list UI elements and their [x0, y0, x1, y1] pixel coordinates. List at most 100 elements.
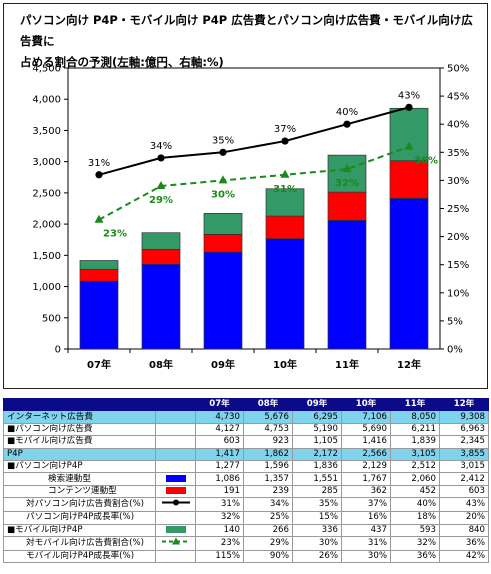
table-row: 検索連動型 1,086 1,357 1,551 1,767 2,060 2,412: [3, 472, 489, 486]
row-label: ■モバイル向けP4P: [3, 523, 156, 537]
y-left-tick-label: 4,500: [32, 64, 61, 75]
row-label: 対パソコン向け広告費割合(%): [3, 497, 156, 513]
cell-value: 6,295: [292, 410, 342, 424]
year-header: 12年: [439, 397, 489, 412]
series-marker: [218, 175, 228, 184]
cell-value: 31%: [195, 497, 244, 513]
cell-value: 9,308: [439, 410, 489, 424]
table-header-row: 07年 08年 09年 10年 11年 12年: [3, 397, 489, 412]
y-left-tick-label: 1,000: [32, 282, 61, 293]
y-right-tick-label: 25%: [447, 204, 469, 215]
series-line: [98, 106, 410, 176]
cell-value: 1,416: [341, 435, 391, 449]
data-label: 43%: [398, 90, 420, 101]
cell-value: 7,106: [341, 410, 391, 424]
series-marker: [94, 214, 104, 223]
cell-value: 266: [243, 523, 293, 537]
table-row: モバイル向けP4P成長率(%) 115% 90% 26% 30% 36% 42%: [3, 549, 489, 564]
cell-value: 1,357: [243, 472, 293, 486]
plot-area: [67, 67, 441, 350]
cell-value: 140: [195, 523, 244, 537]
series-marker: [95, 171, 103, 179]
table-body: 07年 08年 09年 10年 11年 12年 インターネット広告費 4,730 5,676 6,…: [3, 397, 489, 564]
row-legend: [155, 523, 196, 537]
bar-segment: [141, 232, 181, 250]
row-legend: [155, 497, 196, 513]
data-table: 07年 08年 09年 10年 11年 12年 インターネット広告費 4,730 5,676 6,…: [3, 397, 489, 564]
data-label: 23%: [103, 229, 127, 240]
row-label: モバイル向けP4P成長率(%): [3, 549, 156, 564]
cell-value: 1,417: [195, 447, 244, 461]
cell-value: 36%: [390, 549, 440, 564]
series-line: [98, 145, 410, 221]
cell-value: 1,836: [292, 459, 342, 474]
series-marker: [343, 120, 351, 128]
bar-segment: [203, 213, 243, 235]
cell-value: 1,839: [390, 435, 440, 449]
cell-value: 5,190: [292, 422, 342, 437]
cell-value: 36%: [439, 535, 489, 551]
row-label: パソコン向けP4P成長率(%): [3, 511, 156, 525]
cell-value: 603: [195, 435, 244, 449]
cell-value: 3,855: [439, 447, 489, 461]
cell-value: 34%: [243, 497, 293, 513]
row-legend: [155, 447, 196, 461]
cell-value: 8,050: [390, 410, 440, 424]
cell-value: 191: [195, 484, 244, 499]
cell-value: 30%: [292, 535, 342, 551]
x-tick-label: 08年: [149, 358, 173, 371]
cell-value: 1,086: [195, 472, 244, 486]
bar-segment: [327, 220, 367, 350]
bar-segment: [141, 248, 181, 265]
row-label: P4P: [3, 447, 156, 461]
row-label: ■パソコン向けP4P: [3, 459, 156, 474]
cell-value: 26%: [292, 549, 342, 564]
cell-value: 1,277: [195, 459, 244, 474]
bar-segment: [203, 251, 243, 350]
y-left-tick-label: 2,000: [32, 220, 61, 231]
y-right-tick-label: 50%: [447, 64, 469, 75]
chart-title: パソコン向け P4P・モバイル向け P4P 広告費とパソコン向け広告費・モバイル…: [20, 13, 473, 69]
bar-segment: [327, 191, 367, 221]
data-label: 40%: [336, 107, 358, 118]
row-legend: [155, 549, 196, 564]
cell-value: 603: [439, 484, 489, 499]
cell-value: 16%: [341, 511, 391, 525]
x-tick-label: 11年: [335, 358, 359, 371]
cell-value: 37%: [341, 497, 391, 513]
cell-value: 3,015: [439, 459, 489, 474]
bar-segment: [79, 260, 119, 270]
cell-value: 42%: [439, 549, 489, 564]
cell-value: 452: [390, 484, 440, 499]
row-label: コンテンツ連動型: [3, 484, 156, 499]
table-row: コンテンツ連動型 191 239 285 362 452 603: [3, 484, 489, 499]
cell-value: 2,129: [341, 459, 391, 474]
cell-value: 18%: [390, 511, 440, 525]
bar-segment: [389, 198, 429, 350]
table-row: P4P 1,417 1,862 2,172 2,566 3,105 3,855: [3, 447, 489, 461]
table-header-blank: [3, 397, 196, 412]
row-legend: [155, 459, 196, 474]
series-marker: [405, 103, 413, 111]
bar-segment: [203, 234, 243, 253]
cell-value: 285: [292, 484, 342, 499]
bar-segment: [79, 268, 119, 282]
row-label: インターネット広告費: [3, 410, 156, 424]
data-label: 30%: [211, 189, 235, 200]
table-row: インターネット広告費 4,730 5,676 6,295 7,106 8,050 9,308: [3, 410, 489, 424]
data-label: 32%: [335, 178, 359, 189]
row-legend: [155, 472, 196, 486]
cell-value: 1,551: [292, 472, 342, 486]
cell-value: 5,690: [341, 422, 391, 437]
chart-svg: 0 500 1,000 1,500 2,000 2,500 3,000 3,500 4,000 4…: [32, 64, 469, 372]
row-legend: [155, 535, 196, 551]
year-header: 10年: [341, 397, 391, 412]
y-left-tick-label: 3,500: [32, 126, 61, 137]
y-left-tick-label: 1,500: [32, 251, 61, 262]
y-right-tick-label: 45%: [447, 92, 469, 103]
cell-value: 6,963: [439, 422, 489, 437]
cell-value: 20%: [439, 511, 489, 525]
cell-value: 437: [341, 523, 391, 537]
cell-value: 362: [341, 484, 391, 499]
row-legend: [155, 422, 196, 437]
